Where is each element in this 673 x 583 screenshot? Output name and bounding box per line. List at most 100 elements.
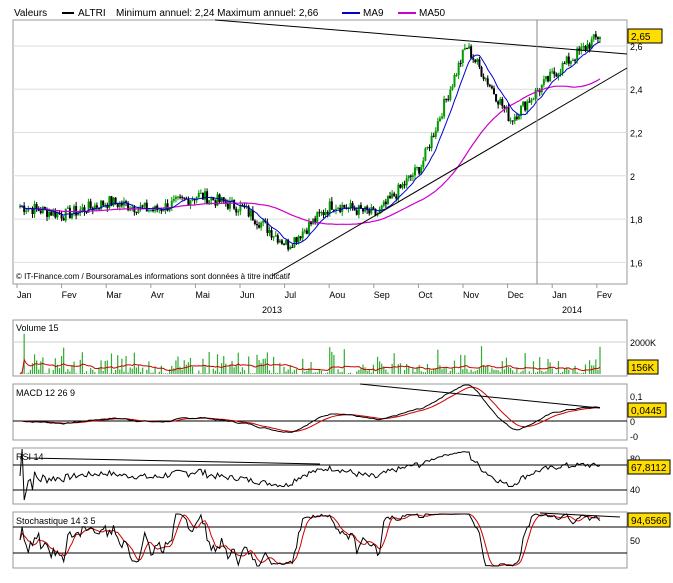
candle-body [595,34,597,37]
volume-bar [525,353,526,374]
volume-bar [86,371,87,374]
candle-body [426,147,428,148]
candle-body [460,63,462,64]
candle-body [541,85,543,92]
candle-body [520,106,522,116]
volume-bar [186,365,187,374]
candle-body [219,194,221,202]
volume-bar [443,368,444,374]
volume-bar [132,369,133,374]
x-tick-label: Fev [597,290,613,300]
volume-bar [581,373,582,374]
volume-bar [385,370,386,374]
volume-bar [597,370,598,374]
candle-body [549,72,551,82]
candle-body [466,48,468,49]
candle-body [293,237,295,247]
candle-body [48,212,50,217]
candle-body [212,198,214,200]
volume-bar [231,361,232,374]
volume-bar [466,369,467,374]
candle-body [337,208,339,209]
volume-bar [593,365,594,374]
candle-body [181,197,183,198]
volume-bar [265,358,266,374]
candle-body [485,78,487,79]
volume-bar [281,373,282,374]
volume-bar [138,365,139,374]
stochastic-ytick-50: 50 [630,536,640,546]
volume-bar [238,353,239,374]
volume-bar [146,370,147,374]
candle-body [281,240,283,243]
volume-bar [150,373,151,374]
volume-bar [572,370,573,374]
volume-bar [36,360,37,374]
volume-bar [111,353,112,374]
volume-bar [337,369,338,374]
chart-header: Valeurs ALTRI Minimum annuel: 2,24 Maxim… [14,8,446,19]
volume-bar [419,365,420,374]
volume-bar [404,370,405,374]
volume-bar [350,373,351,374]
candle-body [584,46,586,50]
candle-body [262,221,264,223]
candle-body [414,167,416,175]
price-ytick: 2,4 [630,85,643,95]
candle-body [258,225,260,228]
candle-body [402,184,404,188]
volume-bar [460,355,461,374]
candle-body [555,74,557,76]
candle-body [468,46,470,48]
volume-bar [71,365,72,374]
volume-bar [364,367,365,374]
volume-bar [446,367,447,374]
volume-bar [333,355,334,374]
volume-bar [529,371,530,374]
macd-title: MACD 12 26 9 [16,388,75,398]
stochastic-last-value: 94,6566 [631,516,668,527]
candle-body [499,99,501,104]
candle-body [474,60,476,62]
volume-bar [371,373,372,374]
volume-bar [28,373,29,374]
volume-bar [589,360,590,374]
candle-body [543,79,545,85]
volume-bar [283,367,284,374]
candle-body [447,99,449,100]
volume-bar [431,371,432,374]
volume-bar [360,369,361,374]
candle-body [177,197,179,198]
candle-body [599,37,601,39]
volume-bar [167,373,168,374]
volume-bar [379,361,380,374]
candle-body [323,212,325,215]
candle-body [67,208,69,209]
candle-body [318,212,320,213]
candle-body [589,44,591,48]
volume-bar [450,371,451,374]
candle-body [69,208,71,218]
volume-bar [392,364,393,374]
volume-bar [69,371,70,374]
volume-bar [256,355,257,374]
volume-bar [217,354,218,374]
x-tick-label: Jan [552,290,567,300]
volume-bar [184,360,185,374]
volume-bar [225,364,226,374]
candle-body [526,101,528,110]
volume-bar [518,373,519,374]
candle-body [350,203,352,207]
volume-bar [223,356,224,374]
volume-bar [520,372,521,374]
volume-bar [387,372,388,374]
candle-body [472,58,474,59]
volume-bar [552,368,553,374]
rsi-title: RSI 14 [16,452,44,462]
candle-body [532,99,534,100]
candle-body [329,201,331,213]
candle-body [273,236,275,237]
candle-body [175,197,177,199]
volume-bar [441,369,442,374]
volume-bar [236,365,237,374]
